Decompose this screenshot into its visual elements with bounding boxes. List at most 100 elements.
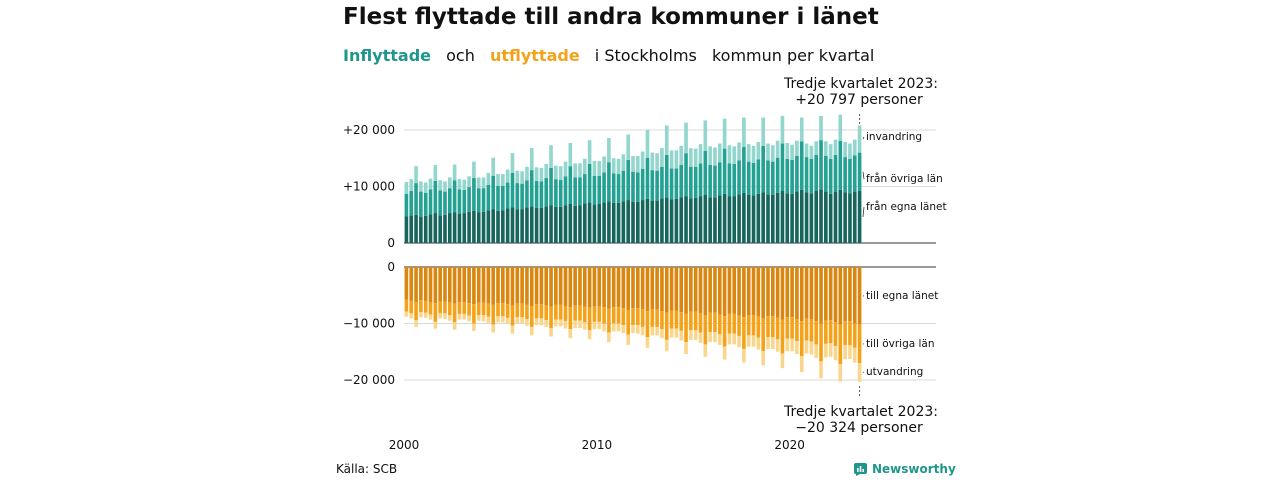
bar-outflow-ovriga [438,301,442,314]
bar-outflow-utvandring [592,321,597,330]
bar-inflow-egna [660,198,664,243]
bar-inflow-egna [457,213,462,243]
bar-inflow-ovriga [693,166,698,198]
bar-inflow-egna [597,204,602,243]
bar-inflow-egna [693,197,698,243]
bar-inflow-egna [578,205,582,243]
bar-inflow-egna [852,191,857,243]
series-label-out-utvandring: utvandring [866,366,923,378]
bar-outflow-ovriga [717,314,722,335]
bar-outflow-ovriga [597,305,602,322]
bar-inflow-ovriga [602,172,606,203]
bar-inflow-egna [737,194,741,243]
bar-inflow-egna [534,207,539,243]
bar-inflow-invandring [664,125,669,155]
bar-inflow-ovriga [462,189,467,214]
bar-inflow-invandring [462,179,467,190]
bar-outflow-ovriga [447,302,452,316]
bar-outflow-egna [703,267,708,316]
bar-inflow-invandring [467,176,471,188]
bar-outflow-ovriga [457,302,462,314]
bar-outflow-utvandring [476,315,481,321]
bar-outflow-utvandring [761,351,765,366]
bar-outflow-utvandring [655,326,659,336]
bar-outflow-ovriga [824,320,828,344]
bar-outflow-ovriga [785,317,790,339]
bar-inflow-ovriga [766,160,770,195]
bar-inflow-ovriga [698,163,703,197]
bar-outflow-utvandring [775,339,780,352]
bar-inflow-egna [529,206,534,243]
bar-outflow-utvandring [828,343,833,357]
bar-inflow-invandring [510,153,515,173]
bar-inflow-invandring [833,139,838,155]
bar-outflow-utvandring [645,337,650,348]
bar-inflow-ovriga [732,163,737,197]
bar-inflow-ovriga [761,145,765,193]
bar-outflow-egna [751,267,756,316]
bar-outflow-egna [737,267,741,316]
bar-outflow-ovriga [843,321,847,345]
bar-inflow-ovriga [534,180,539,208]
subtitle-kommun: kommun [711,46,782,65]
bar-inflow-egna [717,195,722,243]
bar-outflow-ovriga [578,305,582,321]
bar-inflow-invandring [693,148,698,167]
bar-inflow-ovriga [592,175,597,205]
bar-inflow-ovriga [587,163,592,203]
bar-inflow-ovriga [795,155,799,192]
bar-inflow-invandring [645,130,650,158]
series-label-in-invandring: invandring [866,131,922,143]
bar-inflow-ovriga [525,180,529,208]
bar-outflow-ovriga [534,304,539,319]
bar-outflow-utvandring [563,321,568,329]
bar-outflow-utvandring [640,326,645,336]
bar-inflow-ovriga [481,188,486,212]
bar-outflow-utvandring [510,325,515,334]
bar-outflow-utvandring [664,339,669,352]
bar-outflow-egna [491,267,495,305]
bar-outflow-utvandring [549,328,553,337]
bar-outflow-egna [476,267,481,303]
bar-inflow-ovriga [597,175,602,205]
bar-inflow-egna [636,201,640,243]
bar-outflow-utvandring [857,363,862,382]
chart-title: Flest flyttade till andra kommuner i län… [343,4,879,30]
bar-inflow-ovriga [742,146,746,193]
bar-inflow-invandring [578,163,582,178]
bar-outflow-egna [819,267,823,324]
bar-outflow-egna [558,267,563,305]
bar-outflow-egna [611,267,616,308]
bar-outflow-utvandring [852,347,857,363]
bar-outflow-utvandring [467,315,471,322]
label-leader-in-egna [862,206,865,218]
bar-outflow-utvandring [414,320,418,327]
bar-inflow-ovriga [814,154,819,192]
bar-outflow-utvandring [452,322,457,330]
bar-outflow-utvandring [621,325,626,334]
bar-outflow-egna [674,267,679,311]
bar-outflow-ovriga [809,318,814,342]
bar-inflow-invandring [423,182,428,193]
bar-outflow-egna [481,267,486,303]
bar-inflow-invandring [486,172,491,185]
bar-inflow-ovriga [722,148,727,194]
bar-outflow-utvandring [616,323,621,332]
bar-inflow-egna [727,196,732,243]
bar-outflow-utvandring [423,312,428,318]
bar-outflow-utvandring [708,331,712,343]
bar-outflow-utvandring [587,330,592,340]
bar-outflow-egna [664,267,669,313]
bar-inflow-egna [775,192,780,243]
bar-outflow-ovriga [664,312,669,340]
bar-outflow-egna [838,267,843,325]
bar-inflow-egna [563,205,568,243]
bar-inflow-egna [640,200,645,243]
bar-inflow-ovriga [529,170,534,207]
bar-outflow-utvandring [756,337,761,350]
bar-outflow-utvandring [611,323,616,332]
bar-inflow-ovriga [554,179,558,207]
bar-inflow-ovriga [717,162,722,196]
bar-inflow-ovriga [780,143,785,192]
